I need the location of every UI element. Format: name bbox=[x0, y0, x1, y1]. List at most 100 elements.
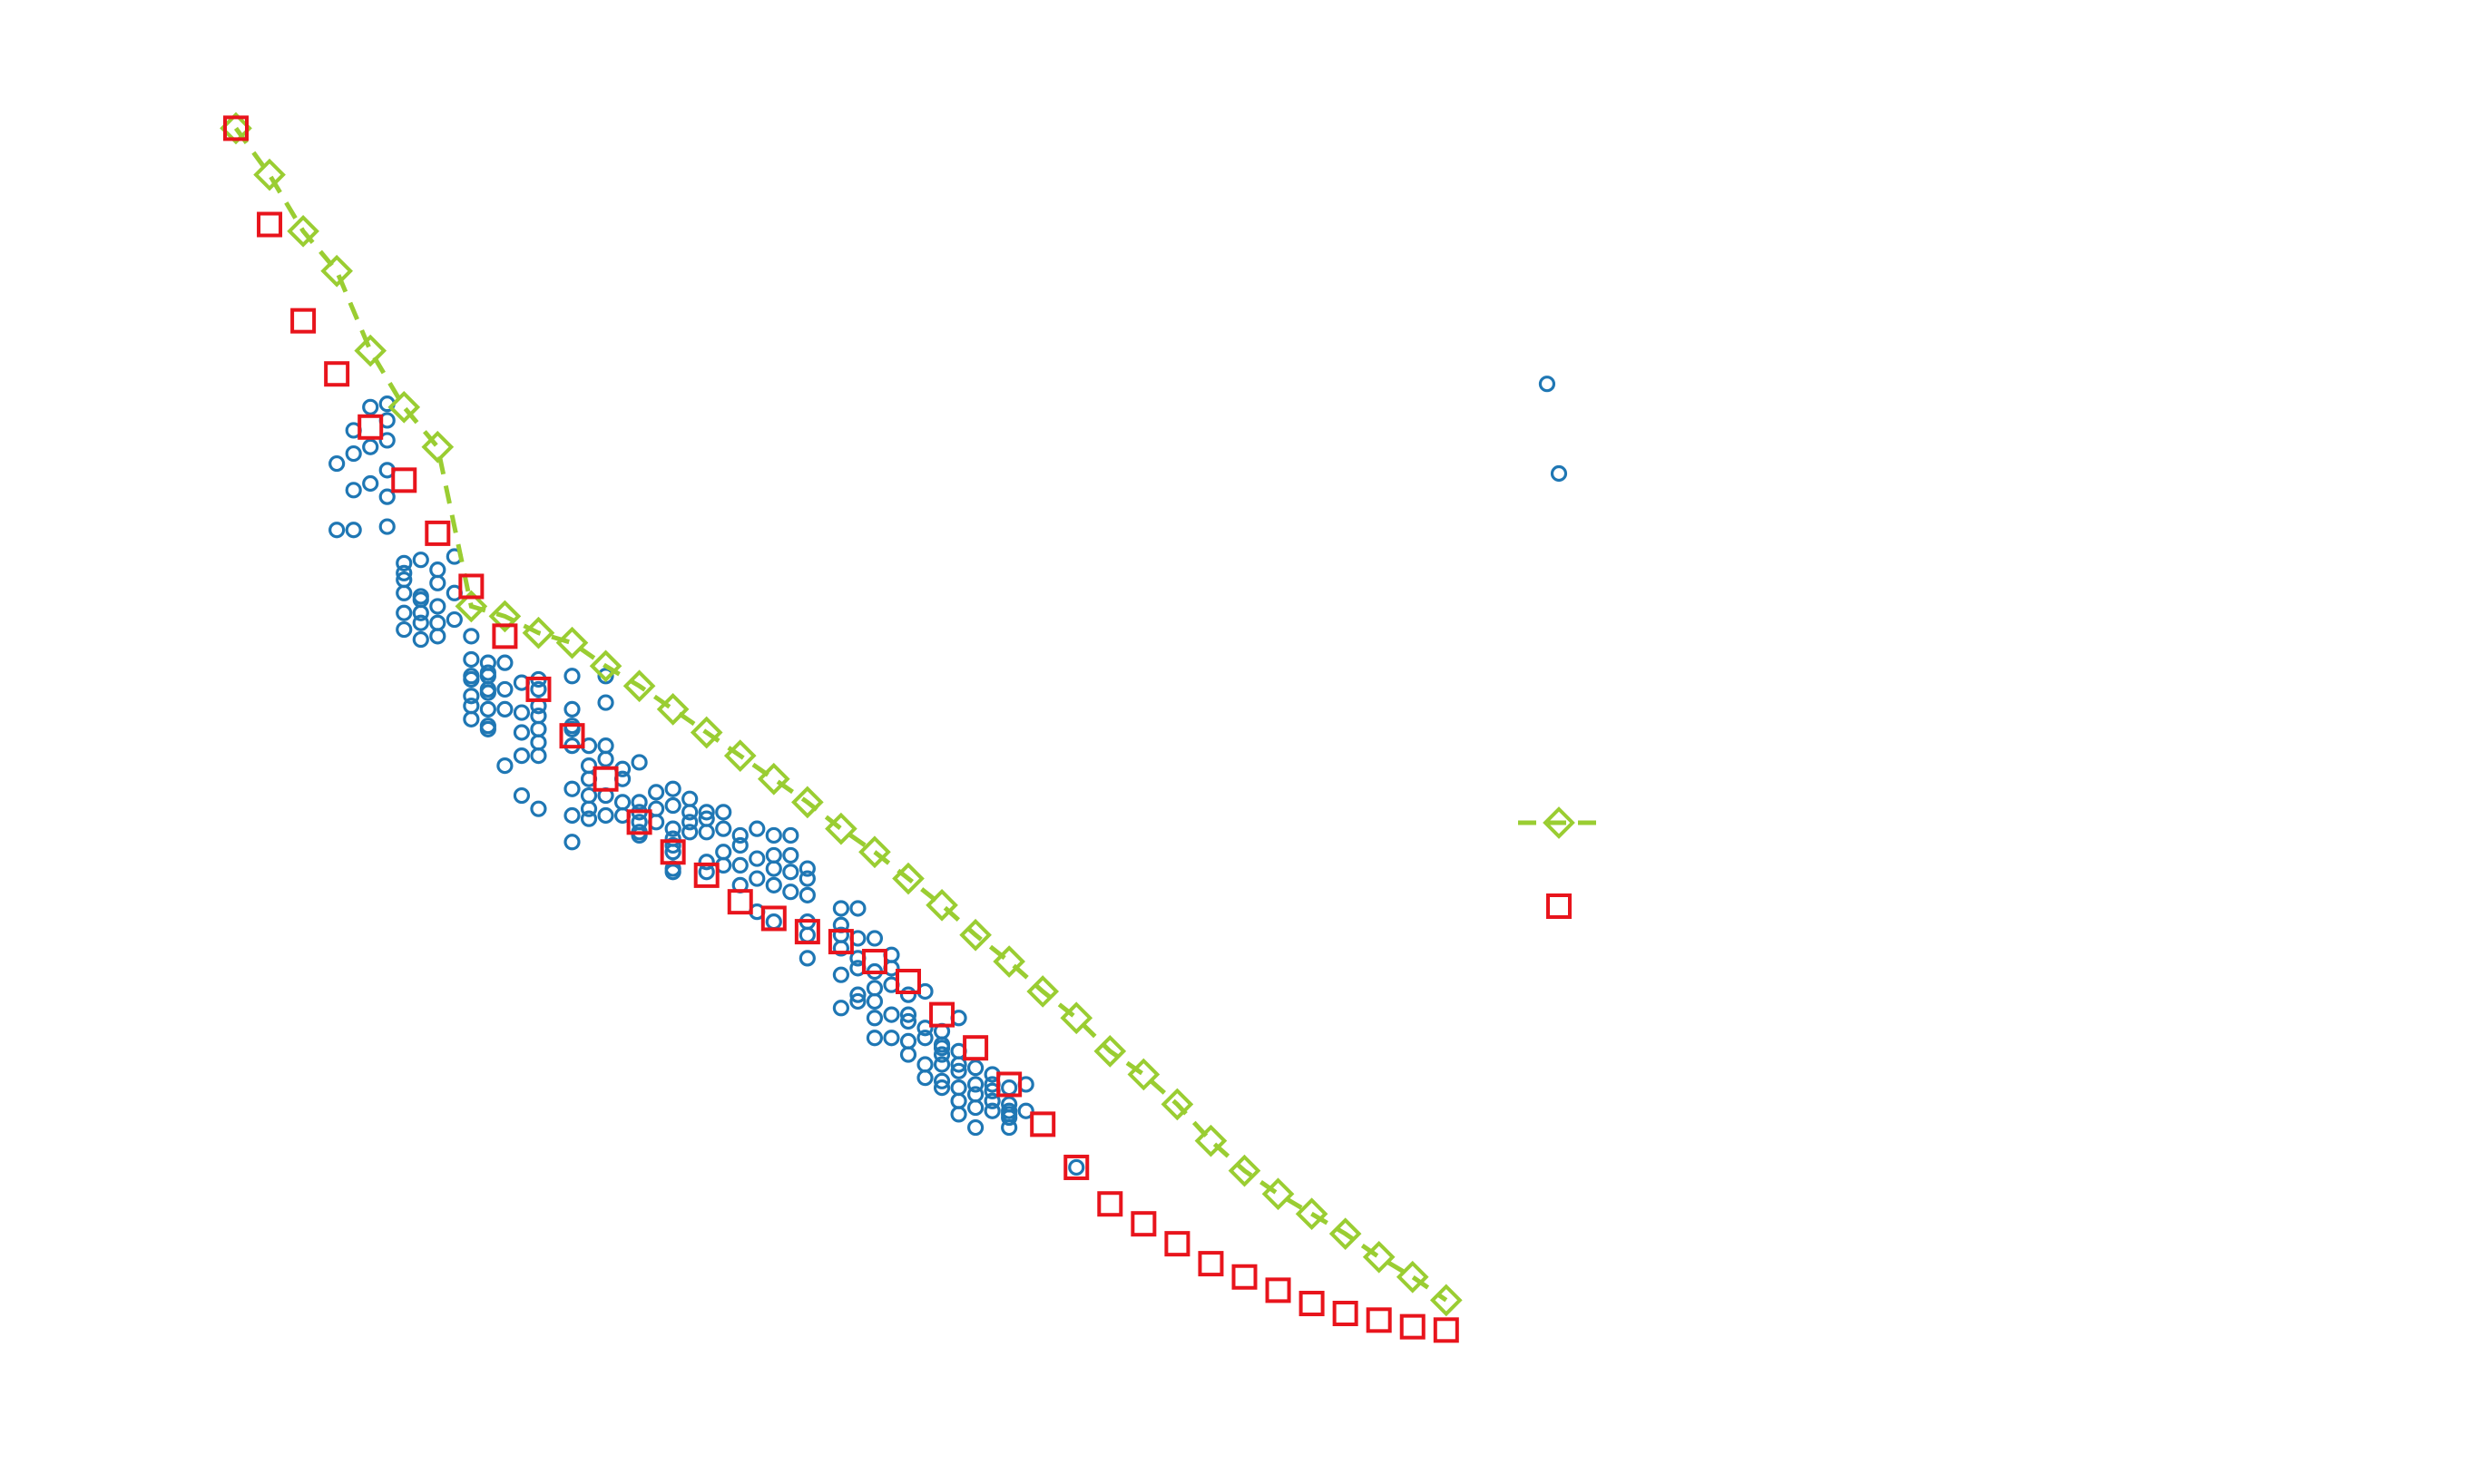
scatter-point bbox=[1068, 1158, 1085, 1176]
scatter-point bbox=[463, 668, 480, 685]
scatter-point bbox=[782, 884, 799, 901]
scatter-point bbox=[530, 680, 547, 698]
model-point bbox=[622, 669, 656, 703]
model-point bbox=[320, 254, 353, 288]
scatter-point bbox=[597, 806, 614, 825]
scatter-point bbox=[463, 628, 480, 645]
scatter-point bbox=[765, 876, 782, 893]
scatter-point bbox=[429, 598, 446, 615]
optimal-point bbox=[1332, 1301, 1358, 1326]
legend-model-marker bbox=[1543, 806, 1575, 839]
scatter-point bbox=[429, 628, 446, 645]
scatter-point bbox=[563, 668, 581, 685]
scatter-point bbox=[866, 980, 884, 997]
model-point bbox=[1261, 1177, 1295, 1211]
optimal-point bbox=[896, 969, 921, 994]
scatter-point bbox=[799, 870, 816, 887]
scatter-point bbox=[345, 482, 362, 499]
scatter-point bbox=[731, 826, 749, 845]
scatter-point bbox=[866, 1030, 884, 1047]
scatter-point bbox=[933, 1072, 951, 1089]
legend-optimal-marker bbox=[1546, 893, 1572, 919]
optimal-point bbox=[223, 115, 249, 142]
scatter-point bbox=[799, 886, 816, 903]
scatter-point bbox=[446, 610, 463, 629]
optimal-point bbox=[1164, 1231, 1191, 1257]
scatter-point bbox=[362, 438, 379, 455]
scatter-point bbox=[396, 584, 413, 601]
model-point bbox=[959, 918, 992, 952]
model-point bbox=[1127, 1058, 1161, 1091]
optimal-point bbox=[1298, 1291, 1325, 1317]
optimal-point bbox=[660, 839, 686, 865]
optimal-point bbox=[1063, 1154, 1090, 1180]
scatter-point bbox=[345, 444, 362, 463]
scatter-point bbox=[950, 1062, 967, 1079]
scatter-point bbox=[412, 614, 429, 631]
scatter-point bbox=[563, 806, 581, 825]
scatter-point bbox=[496, 654, 514, 671]
scatter-point bbox=[664, 820, 681, 837]
scatter-point bbox=[832, 966, 850, 983]
scatter-point bbox=[715, 820, 732, 837]
scatter-point bbox=[479, 700, 496, 718]
optimal-point bbox=[1131, 1211, 1157, 1237]
scatter-point bbox=[966, 1098, 985, 1117]
optimal-point bbox=[257, 211, 283, 238]
model-point bbox=[791, 786, 824, 819]
optimal-point bbox=[1433, 1317, 1459, 1343]
scatter-point bbox=[463, 688, 480, 705]
scatter-point bbox=[479, 654, 496, 671]
scatter-point bbox=[731, 836, 749, 854]
scatter-point bbox=[933, 1040, 951, 1057]
optimal-point bbox=[693, 862, 720, 888]
scatter-point bbox=[631, 826, 648, 845]
model-point bbox=[926, 888, 958, 922]
optimal-point bbox=[963, 1035, 989, 1061]
model-point bbox=[825, 812, 857, 845]
scatter-point bbox=[715, 804, 732, 821]
scatter-point bbox=[580, 800, 598, 817]
optimal-point bbox=[929, 1001, 955, 1028]
scatter-point bbox=[563, 780, 581, 797]
scatter-point bbox=[479, 664, 496, 681]
model-point bbox=[1093, 1035, 1127, 1068]
model-point bbox=[1295, 1197, 1328, 1231]
scatter-point bbox=[530, 720, 547, 737]
scatter-point bbox=[648, 784, 665, 801]
optimal-point bbox=[492, 623, 518, 649]
scatter-point bbox=[681, 814, 699, 831]
scatter-point bbox=[698, 864, 715, 881]
scatter-point bbox=[698, 804, 715, 821]
scatter-point bbox=[597, 668, 614, 685]
scatter-point bbox=[984, 1102, 1001, 1119]
scatter-point bbox=[530, 734, 547, 751]
scatter-point bbox=[866, 930, 884, 947]
model-point bbox=[387, 390, 421, 424]
model-point bbox=[555, 626, 589, 659]
scatter-point bbox=[883, 1030, 900, 1047]
model-line bbox=[233, 126, 1448, 1303]
optimal-point bbox=[626, 809, 652, 835]
optimal-point bbox=[1265, 1277, 1291, 1303]
scatter-point bbox=[631, 754, 648, 771]
scatter-point bbox=[479, 684, 496, 701]
model-point bbox=[1026, 975, 1060, 1008]
scatter-point bbox=[362, 398, 379, 415]
scatter-point bbox=[664, 796, 681, 815]
scatter-point bbox=[664, 864, 681, 881]
model-point bbox=[1362, 1240, 1396, 1274]
scatter-point bbox=[681, 824, 699, 841]
scatter-point bbox=[849, 986, 867, 1003]
scatter-point bbox=[563, 834, 581, 851]
optimal-point bbox=[324, 361, 350, 387]
model-point bbox=[723, 739, 757, 772]
scatter-point bbox=[849, 900, 867, 917]
model-point bbox=[1161, 1088, 1194, 1121]
scatter-point bbox=[899, 1006, 917, 1023]
scatter-point bbox=[530, 747, 547, 765]
scatter-point bbox=[698, 854, 715, 871]
scatter-point bbox=[563, 700, 581, 718]
optimal-point bbox=[861, 949, 887, 975]
model-point bbox=[1060, 1001, 1093, 1035]
